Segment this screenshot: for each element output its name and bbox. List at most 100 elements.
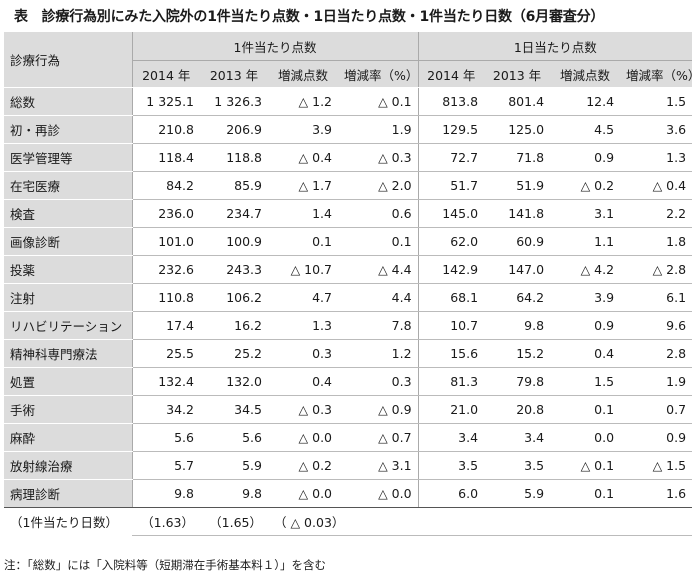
table-cell: 3.1 bbox=[550, 199, 621, 228]
table-cell: △ 0.1 bbox=[550, 451, 621, 480]
table-cell: △ 1.2 bbox=[268, 87, 338, 116]
table-cell: 4.7 bbox=[268, 283, 338, 312]
table-cell: △ 0.1 bbox=[338, 87, 419, 116]
column-header: 増減率（%） bbox=[620, 60, 696, 88]
table-cell: 0.4 bbox=[550, 339, 621, 368]
table-cell: 71.8 bbox=[484, 143, 551, 172]
table-cell: △ 10.7 bbox=[268, 255, 338, 284]
table-cell: △ 0.4 bbox=[620, 171, 693, 200]
table-cell: 15.6 bbox=[418, 339, 485, 368]
table-cell: （ △ 0.03） bbox=[268, 507, 344, 536]
table-cell: 142.9 bbox=[418, 255, 485, 284]
table-row: 投薬 232.6 243.3 △ 10.7 △ 4.4 142.9 147.0 △ 4.2 △ … bbox=[4, 255, 693, 284]
table-cell: 1.2 bbox=[338, 339, 419, 368]
row-label: 画像診断 bbox=[4, 227, 133, 256]
table-cell: 1.4 bbox=[268, 199, 338, 228]
table-cell: 34.2 bbox=[132, 395, 200, 424]
table-cell: 81.3 bbox=[418, 367, 485, 396]
table-cell: 84.2 bbox=[132, 171, 200, 200]
table-row: 放射線治療 5.7 5.9 △ 0.2 △ 3.1 3.5 3.5 △ 0.1 △ 1.5 bbox=[4, 451, 693, 480]
table-cell: △ 0.3 bbox=[338, 143, 419, 172]
table-cell: 100.9 bbox=[200, 227, 268, 256]
table-cell: 62.0 bbox=[418, 227, 485, 256]
row-label: 初・再診 bbox=[4, 115, 133, 144]
table-cell: △ 0.0 bbox=[268, 479, 338, 508]
table-cell: 5.6 bbox=[200, 423, 268, 452]
table-cell: 79.8 bbox=[484, 367, 551, 396]
table-cell: △ 0.2 bbox=[550, 171, 621, 200]
table-cell: 34.5 bbox=[200, 395, 268, 424]
row-label: 検査 bbox=[4, 199, 133, 228]
table-cell: 12.4 bbox=[550, 87, 621, 116]
column-header: 2014 年 bbox=[132, 60, 200, 88]
table-row: 病理診断 9.8 9.8 △ 0.0 △ 0.0 6.0 5.9 0.1 1.6 bbox=[4, 479, 693, 508]
row-label: 医学管理等 bbox=[4, 143, 133, 172]
table-cell: 6.1 bbox=[620, 283, 693, 312]
table-cell: 1.5 bbox=[550, 367, 621, 396]
table-cell: 129.5 bbox=[418, 115, 485, 144]
table-cell: 25.5 bbox=[132, 339, 200, 368]
row-label: 放射線治療 bbox=[4, 451, 133, 480]
row-label: 処置 bbox=[4, 367, 133, 396]
table-cell: 1.9 bbox=[620, 367, 693, 396]
table-cell: 118.4 bbox=[132, 143, 200, 172]
table-cell: 21.0 bbox=[418, 395, 485, 424]
table-cell: 3.5 bbox=[484, 451, 551, 480]
table-row: 精神科専門療法 25.5 25.2 0.3 1.2 15.6 15.2 0.4 2.8 bbox=[4, 339, 693, 368]
table-cell: 3.6 bbox=[620, 115, 693, 144]
table-cell: △ 2.0 bbox=[338, 171, 419, 200]
table-cell: 64.2 bbox=[484, 283, 551, 312]
table-cell: 118.8 bbox=[200, 143, 268, 172]
table-cell: 4.4 bbox=[338, 283, 419, 312]
table-row: 在宅医療 84.2 85.9 △ 1.7 △ 2.0 51.7 51.9 △ 0.2 △ 0.4 bbox=[4, 171, 693, 200]
table-cell: 2.2 bbox=[620, 199, 693, 228]
table-cell: 1.5 bbox=[620, 87, 693, 116]
table-cell: △ 0.0 bbox=[268, 423, 338, 452]
table-cell: △ 0.4 bbox=[268, 143, 338, 172]
table-cell: △ 0.9 bbox=[338, 395, 419, 424]
table-cell bbox=[484, 507, 551, 536]
table-cell: 9.6 bbox=[620, 311, 693, 340]
row-label: 総数 bbox=[4, 87, 133, 116]
table-cell: △ 1.5 bbox=[620, 451, 693, 480]
table-cell: 232.6 bbox=[132, 255, 200, 284]
table-cell: △ 0.3 bbox=[268, 395, 338, 424]
table-cell: 813.8 bbox=[418, 87, 485, 116]
column-header: 増減点数 bbox=[268, 60, 338, 88]
table-cell: 68.1 bbox=[418, 283, 485, 312]
table-cell: 1 325.1 bbox=[132, 87, 200, 116]
table-row: 画像診断 101.0 100.9 0.1 0.1 62.0 60.9 1.1 1.8 bbox=[4, 227, 693, 256]
data-table: 診療行為 1件当たり点数 1日当たり点数 2014 年 2013 年 増減点数 … bbox=[4, 32, 696, 536]
table-cell: 0.3 bbox=[338, 367, 419, 396]
column-header: 2013 年 bbox=[484, 60, 551, 88]
table-cell: 9.8 bbox=[132, 479, 200, 508]
table-cell: 3.4 bbox=[418, 423, 485, 452]
table-cell: △ 0.0 bbox=[338, 479, 419, 508]
table-cell: 0.4 bbox=[268, 367, 338, 396]
table-cell: 25.2 bbox=[200, 339, 268, 368]
table-cell: 3.5 bbox=[418, 451, 485, 480]
table-cell: 132.4 bbox=[132, 367, 200, 396]
table-cell: 3.9 bbox=[268, 115, 338, 144]
column-header: 2014 年 bbox=[418, 60, 485, 88]
days-per-case-row: （1件当たり日数） （1.63） （1.65）（ △ 0.03） bbox=[4, 507, 693, 536]
table-cell: 801.4 bbox=[484, 87, 551, 116]
row-label: 在宅医療 bbox=[4, 171, 133, 200]
table-row: 処置 132.4 132.0 0.4 0.3 81.3 79.8 1.5 1.9 bbox=[4, 367, 693, 396]
table-title: 表 診療行為別にみた入院外の1件当たり点数・1日当たり点数・1件当たり日数（6月… bbox=[14, 9, 605, 25]
table-cell bbox=[418, 507, 485, 536]
table-cell: 5.6 bbox=[132, 423, 200, 452]
table-cell: 145.0 bbox=[418, 199, 485, 228]
table-cell: 4.5 bbox=[550, 115, 621, 144]
table-cell: 0.9 bbox=[620, 423, 693, 452]
table-cell: 1.6 bbox=[620, 479, 693, 508]
table-cell: △ 0.2 bbox=[268, 451, 338, 480]
table-cell: 6.0 bbox=[418, 479, 485, 508]
table-row: 検査 236.0 234.7 1.4 0.6 145.0 141.8 3.1 2.2 bbox=[4, 199, 693, 228]
table-cell: 206.9 bbox=[200, 115, 268, 144]
table-cell: 1 326.3 bbox=[200, 87, 268, 116]
table-cell: △ 4.4 bbox=[338, 255, 419, 284]
row-label: （1件当たり日数） bbox=[4, 507, 132, 536]
table-cell: 0.1 bbox=[550, 395, 621, 424]
table-cell: 1.8 bbox=[620, 227, 693, 256]
